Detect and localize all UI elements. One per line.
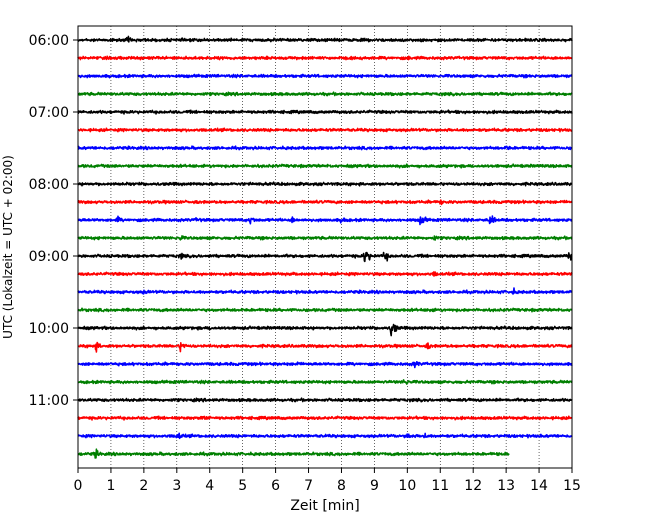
y-axis-label: UTC (Lokalzeit = UTC + 02:00) <box>1 155 15 339</box>
y-tick-label-0700: 07:00 <box>29 105 69 121</box>
trace-1015 <box>77 341 573 353</box>
trace-1045 <box>77 379 573 385</box>
trace-0700 <box>77 109 573 115</box>
x-tick-label-3: 3 <box>172 478 181 494</box>
y-tick-label-1100: 11:00 <box>29 393 69 409</box>
x-tick-label-11: 11 <box>431 478 449 494</box>
y-tick-label-0800: 08:00 <box>29 177 69 193</box>
x-axis-ticks: 0 1 2 3 4 5 6 7 8 9 10 11 12 13 14 15 <box>74 468 581 494</box>
trace-1000 <box>77 323 573 337</box>
trace-1145 <box>77 448 510 459</box>
y-tick-label-1000: 10:00 <box>29 321 69 337</box>
trace-0645 <box>77 91 573 97</box>
x-tick-label-15: 15 <box>563 478 581 494</box>
trace-1100 <box>77 397 573 403</box>
x-tick-label-4: 4 <box>205 478 214 494</box>
y-tick-label-0900: 09:00 <box>29 249 69 265</box>
trace-0915 <box>77 271 573 277</box>
x-tick-label-12: 12 <box>464 478 482 494</box>
x-tick-label-1: 1 <box>106 478 115 494</box>
trace-0600 <box>77 35 573 43</box>
trace-0745 <box>77 163 573 169</box>
trace-1030 <box>77 361 573 369</box>
trace-0845 <box>77 235 573 241</box>
x-tick-label-5: 5 <box>238 478 247 494</box>
x-tick-label-0: 0 <box>74 478 83 494</box>
trace-1130 <box>77 432 573 440</box>
trace-0715 <box>77 127 573 133</box>
trace-0730 <box>77 145 573 151</box>
x-tick-label-2: 2 <box>139 478 148 494</box>
trace-1115 <box>77 415 573 421</box>
x-tick-label-9: 9 <box>370 478 379 494</box>
trace-0945 <box>77 307 573 313</box>
trace-lines <box>77 35 573 459</box>
x-axis-label: Zeit [min] <box>290 498 359 514</box>
x-tick-label-14: 14 <box>530 478 548 494</box>
y-axis-ticks: 06:00 07:00 08:00 09:00 10:00 11:00 <box>29 33 78 409</box>
y-tick-label-0600: 06:00 <box>29 33 69 49</box>
x-tick-label-13: 13 <box>497 478 515 494</box>
trace-0830 <box>77 215 573 226</box>
trace-0930 <box>77 287 573 295</box>
x-tick-label-7: 7 <box>304 478 313 494</box>
trace-0800 <box>77 181 573 187</box>
trace-0630 <box>77 73 573 79</box>
x-tick-label-6: 6 <box>271 478 280 494</box>
plot-frame <box>77 25 573 469</box>
trace-0615 <box>77 55 573 61</box>
x-tick-label-8: 8 <box>337 478 346 494</box>
trace-0900 <box>77 251 573 263</box>
x-tick-label-10: 10 <box>398 478 416 494</box>
trace-0815 <box>77 199 573 206</box>
